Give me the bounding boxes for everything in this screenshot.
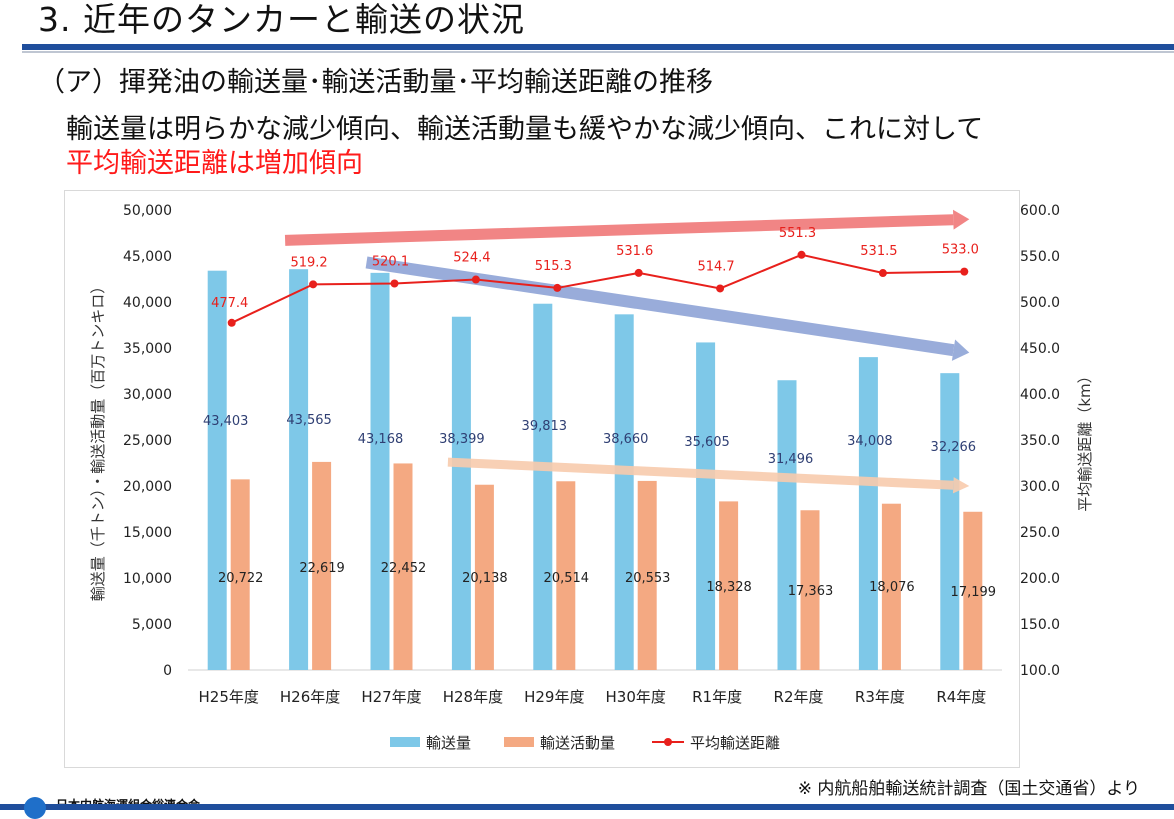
y-right-tick-label: 400.0 bbox=[1020, 387, 1060, 403]
footer-bar bbox=[0, 804, 1174, 810]
y-right-tick-label: 350.0 bbox=[1020, 433, 1060, 449]
organization-name: 日本内航海運組合総連合会 bbox=[56, 796, 200, 804]
y-right-tick-label: 600.0 bbox=[1020, 203, 1060, 219]
y-right-tick-label: 250.0 bbox=[1020, 525, 1060, 541]
y-right-tick-label: 450.0 bbox=[1020, 341, 1060, 357]
summary-highlight: 平均輸送距離は増加傾向 bbox=[66, 148, 363, 179]
organization-logo bbox=[24, 797, 46, 819]
section-heading: （ア）揮発油の輸送量･輸送活動量･平均輸送距離の推移 bbox=[38, 67, 713, 98]
title-underline bbox=[22, 44, 1174, 50]
y-right-tick-label: 150.0 bbox=[1020, 617, 1060, 633]
y-right-tick-label: 200.0 bbox=[1020, 571, 1060, 587]
page-title: 3. 近年のタンカーと輸送の状況 bbox=[38, 0, 525, 39]
y-right-axis-title: 平均輸送距離（km） bbox=[1076, 368, 1094, 511]
y-right-tick-label: 100.0 bbox=[1020, 663, 1060, 679]
summary-text: 輸送量は明らかな減少傾向、輸送活動量も緩やかな減少傾向、これに対して bbox=[66, 114, 984, 145]
y-right-tick-label: 500.0 bbox=[1020, 295, 1060, 311]
y-right-tick-label: 550.0 bbox=[1020, 249, 1060, 265]
chart-frame bbox=[64, 190, 1020, 768]
source-note: ※ 内航船舶輸送統計調査（国土交通省）より bbox=[797, 779, 1140, 799]
y-right-tick-label: 300.0 bbox=[1020, 479, 1060, 495]
title-underline-shadow bbox=[22, 51, 1174, 53]
